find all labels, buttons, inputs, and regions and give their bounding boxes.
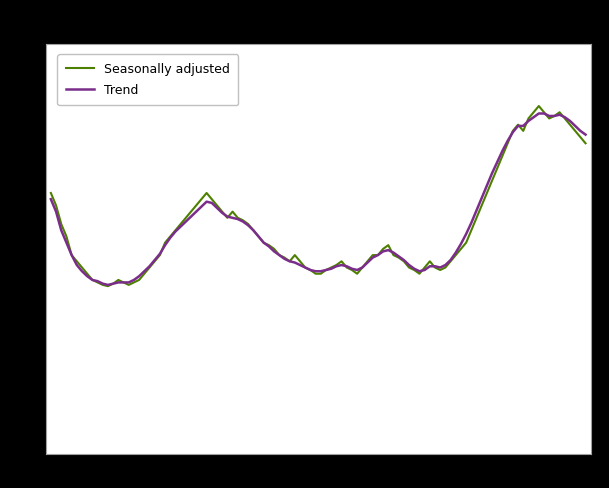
Trend [546,113,553,119]
Seasonally adjusted [535,103,543,109]
Trend [188,214,195,220]
Line: Trend: Trend [51,114,585,285]
Trend [63,240,70,245]
Trend [48,196,55,202]
Seasonally adjusted [48,190,55,196]
Seasonally adjusted [208,196,216,202]
Seasonally adjusted [104,283,111,289]
Trend [104,282,111,288]
Legend: Seasonally adjusted, Trend: Seasonally adjusted, Trend [57,54,238,105]
Trend [582,132,589,138]
Trend [317,268,325,274]
Seasonally adjusted [188,209,195,215]
Seasonally adjusted [63,234,70,240]
Trend [208,200,216,206]
Line: Seasonally adjusted: Seasonally adjusted [51,106,585,286]
Seasonally adjusted [582,141,589,146]
Seasonally adjusted [571,128,579,134]
Trend [571,123,579,129]
Seasonally adjusted [317,271,325,277]
Seasonally adjusted [546,116,553,122]
Trend [535,111,543,117]
